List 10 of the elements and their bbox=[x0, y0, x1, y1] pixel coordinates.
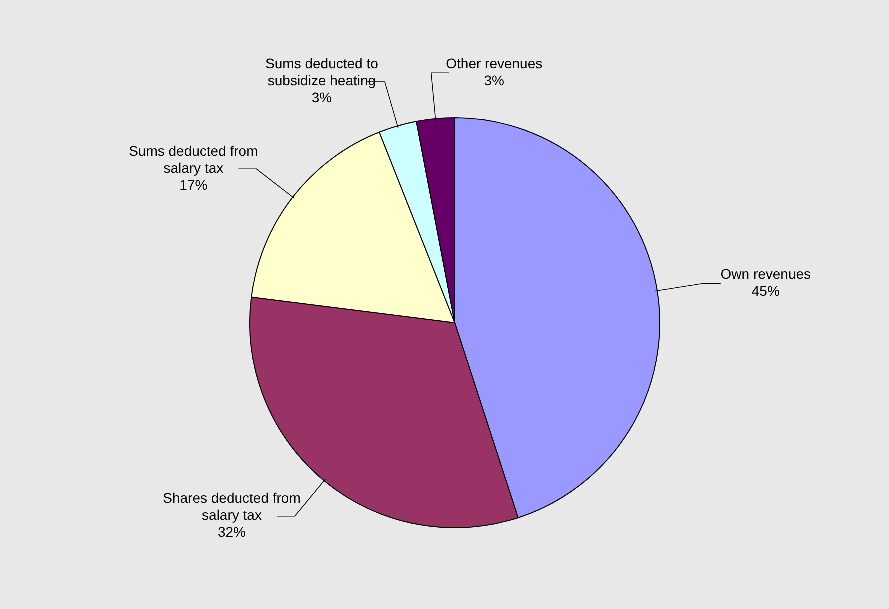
slice-label: Sums deducted to subsidize heating bbox=[266, 56, 379, 89]
slice-label: Shares deducted from salary tax bbox=[163, 490, 301, 524]
data-label: 3% bbox=[484, 72, 504, 88]
data-label: 32% bbox=[218, 524, 246, 540]
data-label: 3% bbox=[312, 90, 332, 106]
data-label: 45% bbox=[752, 282, 780, 299]
slice-label: Own revenues bbox=[720, 266, 812, 282]
slice-label: Other revenues bbox=[446, 55, 543, 72]
slice-label: Sums deducted from salary tax bbox=[129, 142, 258, 176]
data-label: 17% bbox=[180, 176, 208, 193]
